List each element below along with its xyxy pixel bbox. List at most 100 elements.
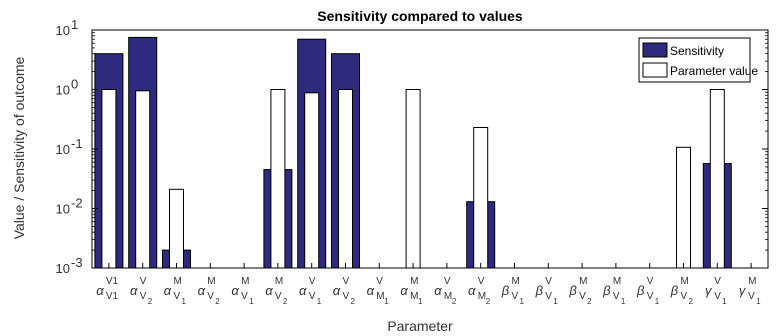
x-tick-subscript: V bbox=[681, 291, 688, 302]
x-tick-subsubscript: 1 bbox=[317, 297, 322, 306]
x-tick-subsubscript: 2 bbox=[283, 297, 288, 306]
bar-parameter-value bbox=[270, 89, 286, 269]
x-tick-subsubscript: 2 bbox=[587, 297, 592, 306]
x-tick-superscript: M bbox=[275, 276, 283, 287]
x-tick-subscript: V bbox=[343, 291, 350, 302]
x-tick-subscript: V bbox=[275, 291, 282, 302]
x-tick-subscript: V bbox=[241, 291, 248, 302]
chart-title: Sensitivity compared to values bbox=[317, 8, 523, 24]
bar-parameter-value bbox=[101, 89, 117, 269]
x-tick-label: βMV 2 bbox=[568, 276, 592, 306]
x-tick-subsubscript: 1 bbox=[655, 297, 660, 306]
x-tick-subsubscript: 1 bbox=[249, 297, 254, 306]
x-tick-symbol: β bbox=[568, 283, 577, 298]
x-tick-superscript: V1 bbox=[106, 276, 119, 287]
legend-label-sensitivity: Sensitivity bbox=[670, 44, 724, 58]
x-tick-subsubscript: 1 bbox=[553, 297, 558, 306]
y-tick-label: 10 bbox=[56, 142, 70, 157]
bar-parameter-value bbox=[338, 89, 353, 269]
plot-area bbox=[91, 29, 769, 269]
x-tick-label: αMV 1 bbox=[164, 276, 187, 306]
x-tick-superscript: M bbox=[613, 276, 621, 287]
x-tick-subsubscript: 2 bbox=[486, 297, 491, 306]
x-tick-subsubscript: 1 bbox=[621, 297, 626, 306]
x-tick-subscript: V bbox=[207, 291, 214, 302]
x-tick-subsubscript: 1 bbox=[722, 297, 727, 306]
x-tick-subscript: V bbox=[579, 291, 586, 302]
x-tick-subsubscript: 2 bbox=[689, 297, 694, 306]
y-tick-label: 10 bbox=[56, 23, 70, 38]
x-tick-superscript: V bbox=[545, 276, 552, 287]
x-tick-label: αVV 2 bbox=[333, 276, 356, 306]
x-tick-label: βMV 1 bbox=[501, 276, 525, 306]
y-tick-exponent: 1 bbox=[71, 17, 78, 32]
x-tick-subscript: V bbox=[174, 291, 181, 302]
x-tick-subsubscript: 1 bbox=[756, 297, 761, 306]
x-tick-symbol: α bbox=[96, 283, 104, 298]
x-tick-superscript: M bbox=[579, 276, 587, 287]
x-tick-symbol: α bbox=[164, 283, 172, 298]
x-tick-subsubscript: 1 bbox=[182, 297, 187, 306]
x-tick-superscript: M bbox=[241, 276, 249, 287]
x-tick-symbol: β bbox=[535, 283, 544, 298]
legend-label-parameter-value: Parameter value bbox=[670, 64, 758, 78]
x-tick-symbol: α bbox=[299, 283, 307, 298]
x-tick-superscript: M bbox=[512, 276, 520, 287]
bar-parameter-value bbox=[405, 89, 421, 269]
x-tick-subsubscript: 2 bbox=[452, 297, 457, 306]
bar-parameter-value bbox=[169, 188, 184, 269]
y-tick-exponent: -1 bbox=[71, 136, 83, 151]
x-tick-symbol: α bbox=[434, 283, 442, 298]
y-tick-exponent: -3 bbox=[71, 255, 83, 270]
x-tick-subscript: V bbox=[512, 291, 519, 302]
x-tick-subscript: V bbox=[140, 291, 147, 302]
x-tick-subsubscript: 1 bbox=[384, 297, 389, 306]
x-tick-label: αVV 2 bbox=[130, 276, 153, 306]
x-tick-label: βMV 2 bbox=[670, 276, 694, 306]
x-tick-subscript: M bbox=[444, 291, 452, 302]
x-tick-subscript: V bbox=[647, 291, 654, 302]
x-tick-symbol: γ bbox=[739, 283, 747, 298]
x-tick-symbol: α bbox=[400, 283, 408, 298]
bar-parameter-value bbox=[135, 90, 151, 269]
x-tick-symbol: β bbox=[602, 283, 611, 298]
y-axis-label: Value / Sensitivity of outcome bbox=[11, 56, 27, 239]
x-tick-symbol: α bbox=[333, 283, 341, 298]
x-tick-subsubscript: 2 bbox=[215, 297, 220, 306]
x-tick-superscript: V bbox=[714, 276, 721, 287]
x-tick-superscript: M bbox=[681, 276, 689, 287]
x-tick-symbol: α bbox=[198, 283, 206, 298]
x-tick-symbol: α bbox=[367, 283, 375, 298]
x-tick-label: αVM 1 bbox=[367, 276, 390, 306]
bar-parameter-value bbox=[709, 89, 725, 269]
y-tick-exponent: -2 bbox=[71, 196, 83, 211]
x-tick-symbol: β bbox=[501, 283, 510, 298]
y-tick-label: 10 bbox=[56, 261, 70, 276]
x-tick-label: αVM 2 bbox=[468, 276, 491, 306]
x-tick-subsubscript: 2 bbox=[351, 297, 356, 306]
x-tick-label: αVV 1 bbox=[299, 276, 322, 306]
x-tick-subscript: M bbox=[376, 291, 384, 302]
x-axis-label: Parameter bbox=[387, 318, 453, 334]
x-tick-label: βVV 1 bbox=[535, 276, 559, 306]
x-tick-superscript: V bbox=[343, 276, 350, 287]
y-tick-label: 10 bbox=[56, 83, 70, 98]
legend: Sensitivity Parameter value bbox=[638, 37, 758, 83]
x-tick-subsubscript: 1 bbox=[520, 297, 525, 306]
x-tick-subsubscript: 2 bbox=[148, 297, 153, 306]
x-tick-superscript: V bbox=[444, 276, 451, 287]
x-tick-label: γMV 1 bbox=[739, 276, 761, 306]
x-tick-symbol: γ bbox=[705, 283, 713, 298]
x-tick-superscript: V bbox=[309, 276, 316, 287]
bar-parameter-value bbox=[676, 146, 691, 269]
y-tick-exponent: 0 bbox=[71, 77, 78, 92]
x-tick-label: γVV 1 bbox=[705, 276, 727, 306]
x-tick-superscript: M bbox=[410, 276, 418, 287]
x-tick-label: αV1 V1 bbox=[96, 276, 118, 302]
x-tick-superscript: V bbox=[647, 276, 654, 287]
x-tick-superscript: V bbox=[376, 276, 383, 287]
x-tick-subscript: M bbox=[478, 291, 486, 302]
